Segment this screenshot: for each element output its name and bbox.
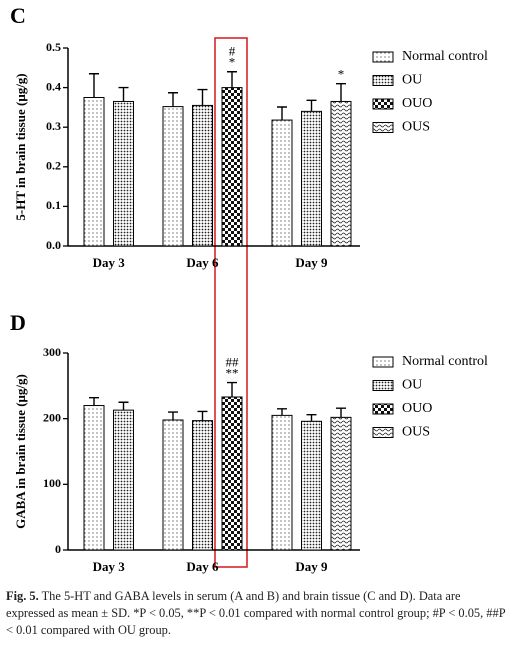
error-bar: [89, 396, 99, 406]
x-tick-label: Day 6: [186, 255, 219, 270]
bar: [113, 100, 134, 247]
bar: [83, 97, 105, 247]
y-tick-label: 100: [43, 476, 61, 490]
bar: [221, 396, 243, 551]
bar: [221, 87, 243, 247]
caption-label: Fig. 5.: [6, 589, 39, 603]
legend-swatch: [372, 380, 394, 391]
significance-mark: **: [226, 366, 239, 381]
error-bar: [197, 410, 208, 421]
bar: [162, 419, 184, 551]
bar: [301, 420, 322, 551]
legend-swatch: [372, 403, 394, 415]
caption: Fig. 5. The 5-HT and GABA levels in seru…: [6, 588, 508, 639]
y-tick-label: 0.0: [46, 238, 61, 252]
legend-label: OUS: [402, 120, 430, 135]
x-tick-label: Day 6: [186, 559, 219, 574]
y-tick-label: 0.3: [46, 119, 61, 133]
x-tick-label: Day 3: [93, 559, 126, 574]
legend-swatch: [372, 122, 394, 133]
bar: [330, 416, 352, 551]
legend-label: OUS: [402, 425, 430, 440]
legend-swatch: [372, 427, 394, 438]
x-tick-label: Day 3: [93, 255, 126, 270]
panel-label: D: [10, 310, 26, 335]
error-bar: [168, 411, 178, 420]
error-bar: [277, 408, 287, 416]
bar: [162, 106, 184, 247]
bar: [192, 104, 213, 247]
error-bar: [89, 73, 99, 98]
legend-label: Normal control: [402, 354, 488, 369]
bar: [83, 405, 105, 551]
legend-label: OUO: [402, 96, 432, 111]
y-tick-label: 300: [43, 345, 61, 359]
error-bar: [118, 401, 129, 411]
legend-swatch: [372, 98, 394, 110]
error-bar: [306, 414, 317, 422]
legend-label: OU: [402, 73, 422, 88]
y-tick-label: 0.1: [46, 198, 61, 212]
bar: [301, 110, 322, 247]
legend-swatch: [372, 356, 394, 368]
legend-label: Normal control: [402, 49, 488, 64]
caption-text: The 5-HT and GABA levels in serum (A and…: [6, 589, 506, 637]
error-bar: [118, 86, 129, 102]
y-tick-label: 200: [43, 410, 61, 424]
bar: [113, 409, 134, 551]
panel-label: C: [10, 3, 26, 28]
y-axis-label: GABA in brain tissue (μg/g): [13, 374, 28, 529]
bar: [271, 119, 293, 247]
x-tick-label: Day 9: [295, 255, 328, 270]
y-tick-label: 0.2: [46, 159, 61, 173]
legend-label: OUO: [402, 401, 432, 416]
legend-label: OU: [402, 378, 422, 393]
significance-mark: *: [338, 67, 345, 82]
error-bar: [336, 82, 346, 102]
bar: [192, 420, 213, 551]
error-bar: [227, 71, 237, 88]
significance-mark: ##: [226, 355, 240, 370]
significance-mark: *: [229, 55, 236, 70]
legend-swatch: [372, 51, 394, 63]
error-bar: [336, 407, 346, 418]
error-bar: [197, 88, 208, 106]
y-tick-label: 0.5: [46, 40, 61, 54]
figure: C 5-HT in brain tissue (μg/g) 0.0 0.1 0.2 0.3…: [10, 3, 488, 574]
error-bar: [306, 99, 317, 112]
error-bar: [168, 92, 178, 107]
error-bar: [277, 106, 287, 121]
highlight-box: [214, 37, 248, 568]
bar: [330, 100, 352, 247]
bar: [271, 414, 293, 551]
y-tick-label: 0.4: [46, 79, 61, 93]
x-tick-label: Day 9: [295, 559, 328, 574]
significance-mark: #: [229, 44, 236, 59]
y-axis-label: 5-HT in brain tissue (μg/g): [13, 73, 28, 220]
legend-swatch: [372, 75, 394, 86]
error-bar: [227, 381, 237, 397]
y-tick-label: 0: [55, 542, 61, 556]
